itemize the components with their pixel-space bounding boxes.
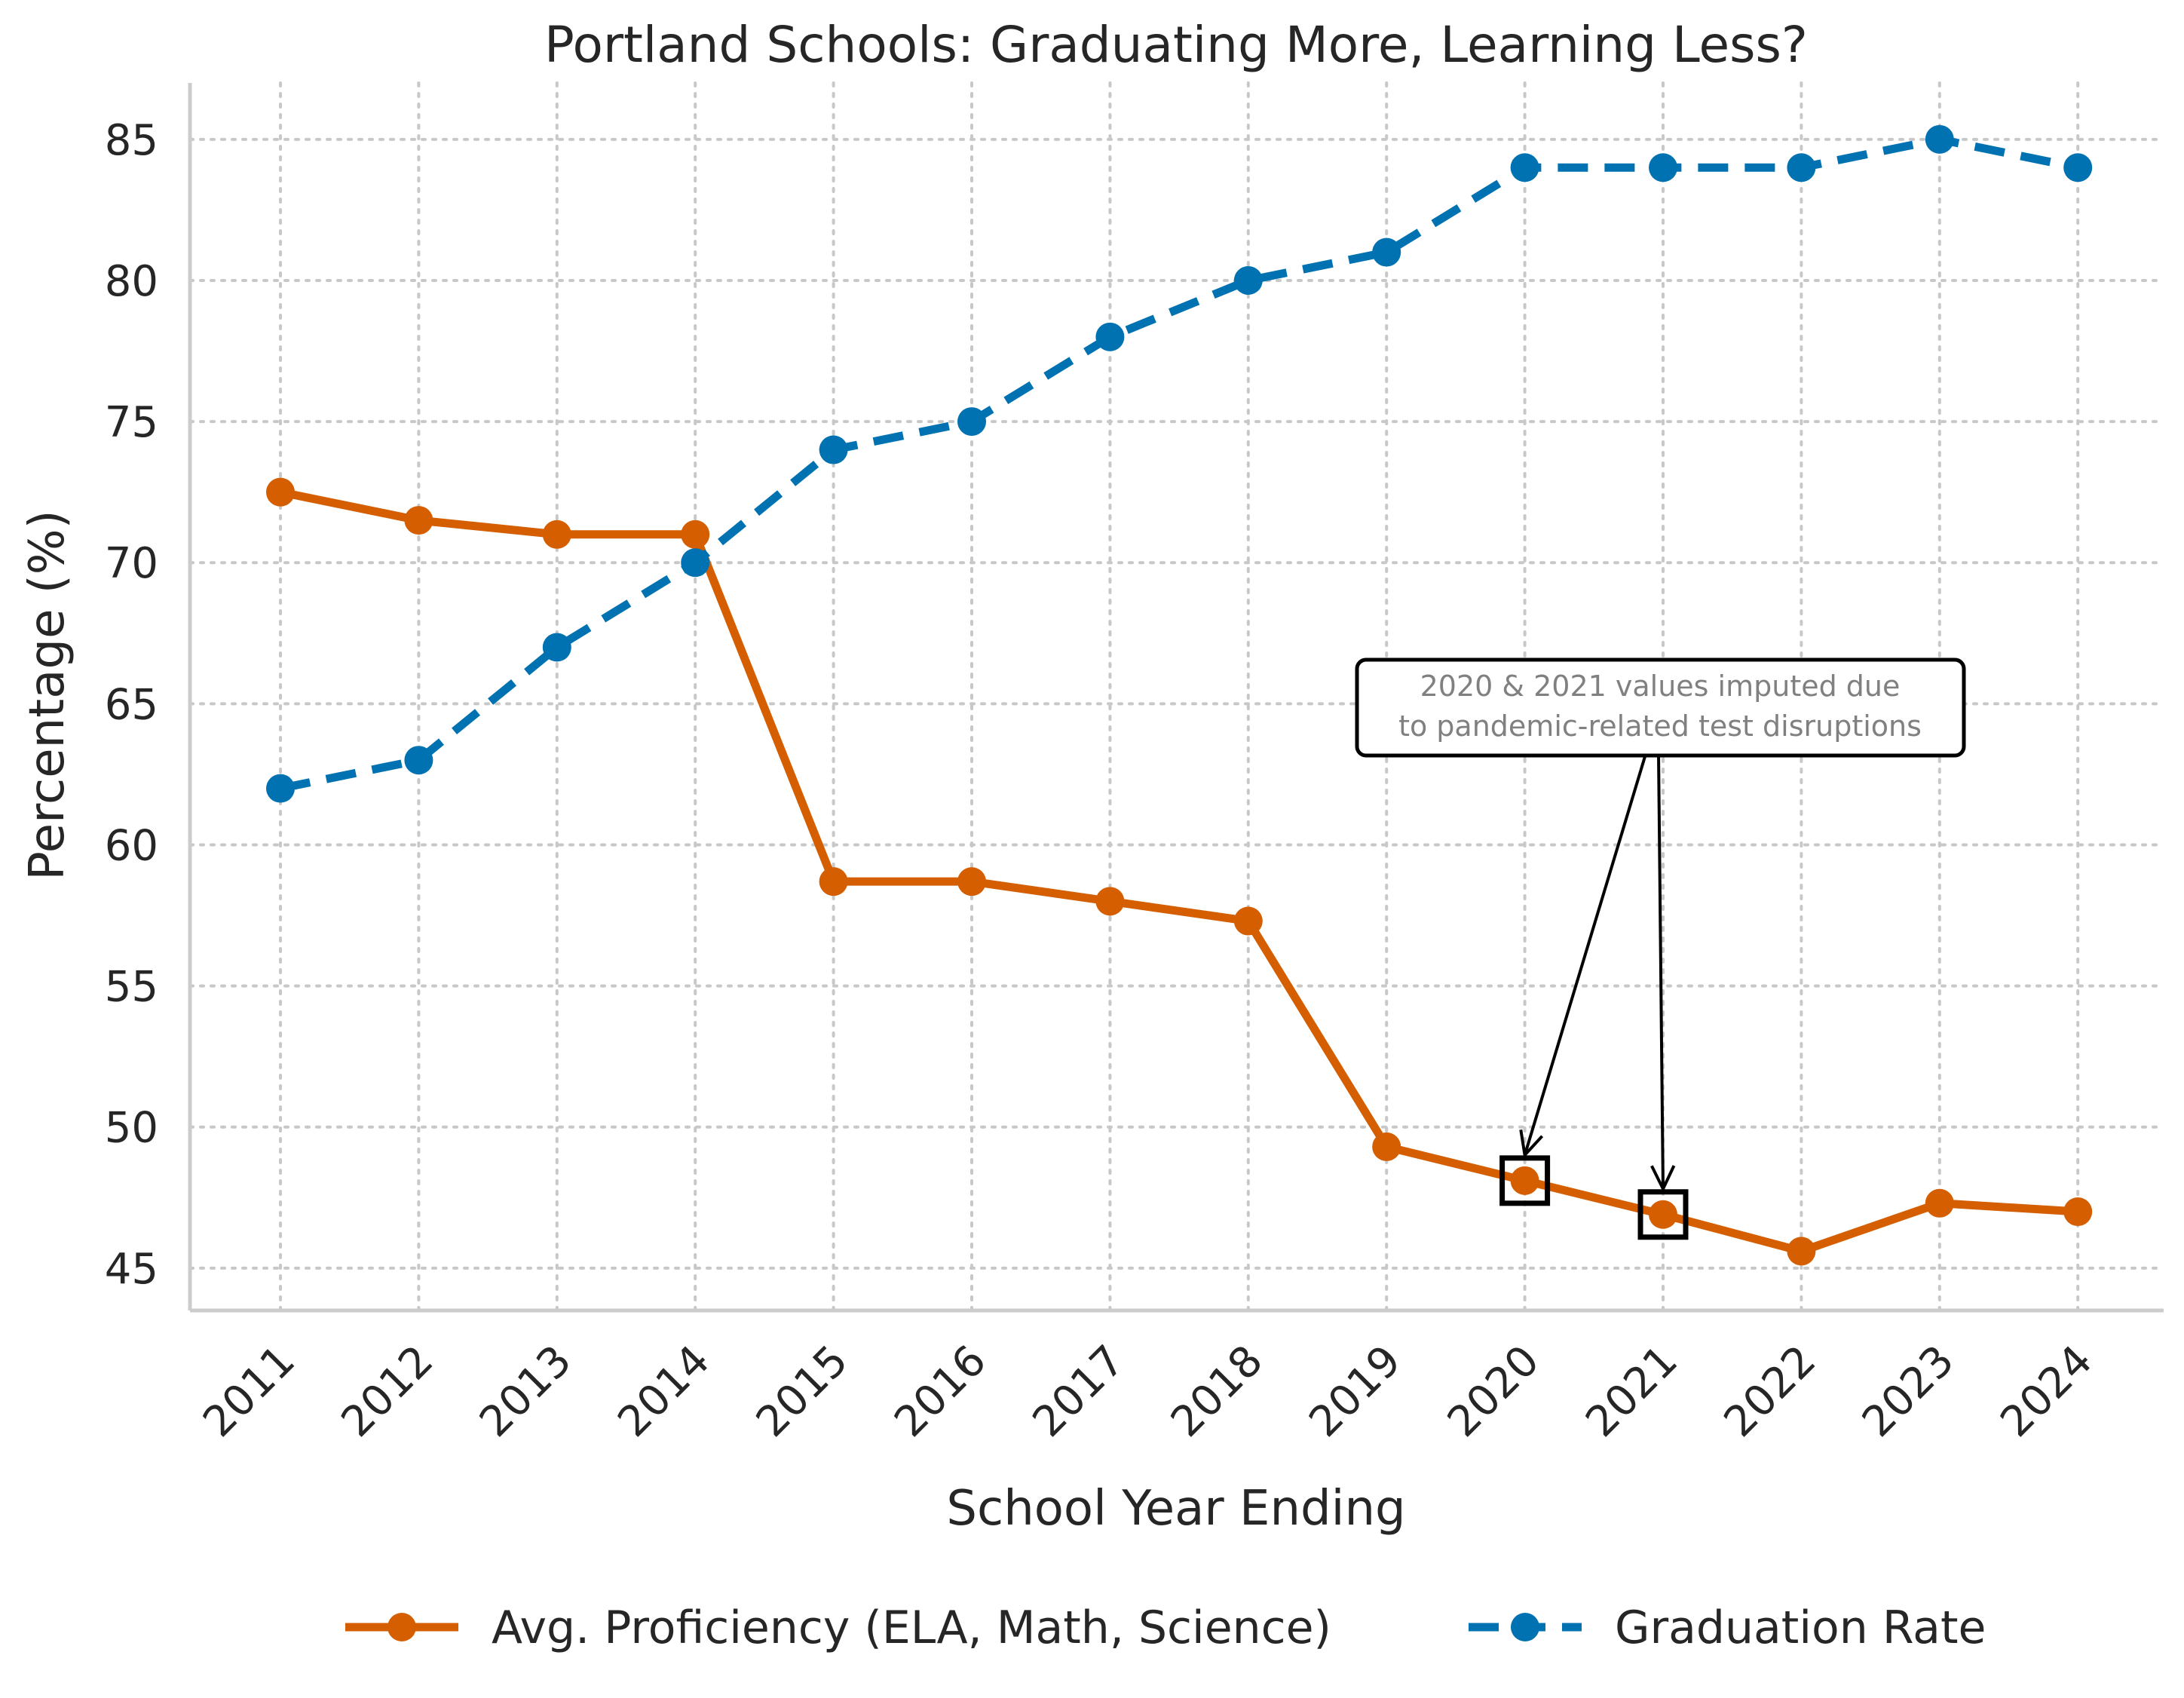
series-0-point-2023 [1925,1188,1954,1218]
x-tick-label-2016: 2016 [885,1336,996,1447]
y-tick-label-65: 65 [105,680,158,729]
series-line-1 [279,135,2079,793]
series-0-point-2016 [957,867,986,897]
series-0-point-2024 [2063,1197,2093,1227]
x-tick-label-2023: 2023 [1853,1336,1964,1447]
x-tick-label-2012: 2012 [332,1336,443,1447]
series-1-point-2012 [404,746,433,775]
x-tick-label-2024: 2024 [1991,1336,2102,1447]
series-1-point-2020 [1510,153,1539,182]
series-0-point-2022 [1787,1237,1816,1266]
series-1-point-2014 [681,548,710,578]
y-tick-label-55: 55 [105,963,158,1012]
annotation-marker-2020 [1499,1155,1551,1206]
series-1-point-2017 [1095,322,1125,351]
legend-swatch-marker-1 [1511,1613,1539,1641]
series-0-point-2013 [542,520,571,549]
legend-item-1: Graduation Rate [1469,1601,1986,1654]
annotation: 2020 & 2021 values imputed due to pandem… [1355,657,1966,1240]
series-1-point-2021 [1649,153,1677,182]
x-tick-label-2022: 2022 [1715,1336,1826,1447]
x-tick-label-2020: 2020 [1438,1336,1549,1447]
series-1-point-2022 [1787,153,1816,182]
y-axis-ticks: 45 50 55 60 65 70 75 80 85 [105,116,158,1294]
series-1-point-2016 [957,407,986,437]
y-tick-label-60: 60 [105,821,158,870]
annotation-box [1355,657,1966,758]
series-0-point-2012 [404,506,433,535]
x-tick-label-2021: 2021 [1576,1336,1687,1447]
legend: Avg. Proficiency (ELA, Math, Science) Gra… [345,1601,1986,1654]
x-tick-label-2018: 2018 [1162,1336,1273,1447]
series-1-point-2019 [1372,238,1401,267]
series-0-point-2011 [266,477,295,507]
series-0-point-2014 [681,520,710,549]
y-tick-label-85: 85 [105,116,158,165]
series-1-point-2023 [1925,124,1954,154]
series-1-point-2011 [266,774,295,803]
legend-swatch-marker-0 [387,1613,416,1641]
y-axis-label: Percentage (%) [20,510,75,880]
series-1-point-2018 [1233,265,1263,295]
axes [188,83,2164,1313]
series-1-point-2024 [2063,153,2093,182]
series-0-point-2018 [1233,906,1263,936]
chart-title: Portland Schools: Graduating More, Learn… [544,16,1808,74]
annotation-text-line1: 2020 & 2021 values imputed due [1420,670,1901,703]
y-tick-label-45: 45 [105,1245,158,1294]
legend-label-1: Graduation Rate [1615,1601,1986,1654]
series-1-point-2015 [819,435,848,464]
x-axis-label: School Year Ending [946,1481,1405,1537]
annotation-arrow-head-2020 [1519,1129,1544,1159]
series-line-0 [279,488,2078,1255]
x-tick-label-2013: 2013 [470,1336,581,1447]
annotation-text-line2: to pandemic-related test disruptions [1398,710,1922,743]
y-tick-label-70: 70 [105,539,158,588]
series-0-point-2019 [1372,1132,1401,1161]
x-tick-label-2019: 2019 [1300,1336,1411,1447]
series-0-point-2017 [1095,887,1125,916]
x-tick-label-2011: 2011 [194,1336,305,1447]
annotation-arrow-line-2021 [1657,753,1665,1189]
y-tick-label-75: 75 [105,398,158,447]
y-tick-label-50: 50 [105,1104,158,1153]
x-tick-label-2015: 2015 [747,1336,858,1447]
series-0-point-2020 [1510,1166,1539,1195]
series-0-point-2021 [1649,1200,1677,1229]
x-tick-label-2014: 2014 [608,1336,719,1447]
legend-item-0: Avg. Proficiency (ELA, Math, Science) [345,1601,1331,1654]
y-tick-label-80: 80 [105,257,158,306]
annotation-arrow-head-2021 [1650,1165,1676,1193]
x-axis-ticks: 2011 2012 2013 2014 2015 2016 2017 2018 2019 2020… [194,1336,2102,1447]
legend-label-0: Avg. Proficiency (ELA, Math, Science) [492,1601,1331,1654]
series-0-point-2015 [819,867,848,897]
annotation-arrow-line-2020 [1523,753,1647,1156]
series-lines [266,124,2093,1266]
series-1-point-2013 [542,633,571,662]
x-tick-label-2017: 2017 [1024,1336,1135,1447]
